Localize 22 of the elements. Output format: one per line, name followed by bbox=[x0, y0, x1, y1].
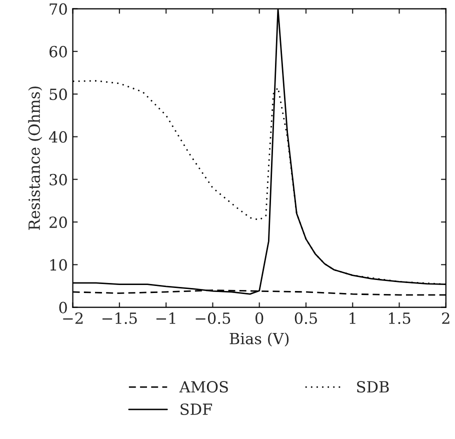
x-tick-label: 0.5 bbox=[294, 312, 317, 324]
y-axis-title: Resistance (Ohms) bbox=[28, 86, 42, 230]
y-tick-label: 20 bbox=[50, 216, 67, 228]
y-tick-label: 50 bbox=[50, 88, 67, 100]
y-tick-label: 10 bbox=[50, 259, 67, 271]
y-tick-label: 0 bbox=[59, 302, 67, 314]
x-tick-label: −2 bbox=[63, 312, 83, 324]
y-tick-label: 70 bbox=[50, 3, 67, 15]
x-tick-label: −0.5 bbox=[196, 312, 230, 324]
legend-label: SDB bbox=[357, 381, 389, 393]
y-tick-label: 40 bbox=[48, 131, 67, 143]
x-tick-label: −1.5 bbox=[102, 312, 137, 324]
x-tick-label: 1 bbox=[350, 312, 356, 324]
legend-label: SDF bbox=[180, 403, 212, 416]
legend-label: AMOS bbox=[179, 381, 228, 393]
x-tick-label: −1 bbox=[156, 312, 176, 324]
x-tick-label: 2 bbox=[442, 312, 450, 324]
y-tick-label: 30 bbox=[50, 174, 67, 186]
x-axis-title: Bias (V) bbox=[230, 332, 289, 346]
y-tick-label: 60 bbox=[50, 46, 67, 58]
x-tick-label: 0 bbox=[255, 312, 264, 324]
x-tick-label: 1.5 bbox=[388, 312, 410, 324]
